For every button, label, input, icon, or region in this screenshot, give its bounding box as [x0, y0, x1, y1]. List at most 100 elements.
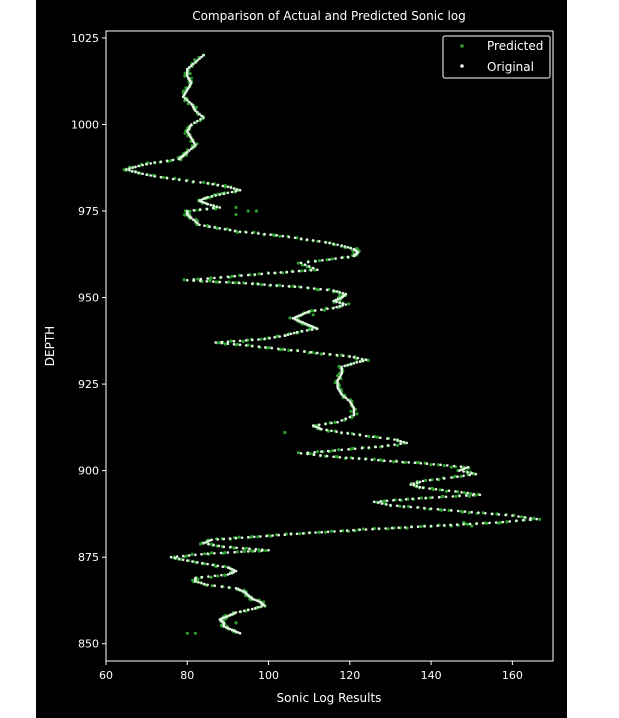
- original-point: [234, 189, 238, 193]
- predicted-point: [236, 342, 240, 346]
- original-point: [240, 550, 243, 554]
- original-point: [451, 495, 455, 498]
- predicted-point: [198, 542, 203, 546]
- original-point: [173, 556, 177, 560]
- original-point: [265, 534, 268, 538]
- original-point: [340, 393, 344, 396]
- original-point: [432, 463, 436, 466]
- predicted-point: [203, 562, 207, 566]
- original-point: [303, 263, 307, 267]
- original-point: [303, 350, 306, 353]
- legend-box: [442, 35, 551, 79]
- predicted-point: [287, 348, 291, 352]
- y-tick-label: 950: [78, 292, 99, 305]
- y-tick-label: 1000: [71, 118, 99, 131]
- original-point: [320, 530, 324, 534]
- original-point: [190, 216, 193, 220]
- predicted-point: [210, 584, 214, 588]
- original-point: [208, 225, 211, 228]
- original-point: [212, 543, 215, 547]
- original-point: [318, 426, 321, 430]
- predicted-point: [313, 268, 317, 272]
- original-point: [301, 532, 305, 535]
- original-point: [267, 272, 270, 275]
- predicted-point: [505, 520, 509, 524]
- original-point: [330, 421, 333, 425]
- original-point: [218, 227, 222, 230]
- original-point: [134, 170, 137, 174]
- predicted-point: [449, 465, 453, 469]
- original-point: [402, 505, 406, 508]
- original-point: [462, 470, 465, 473]
- axes-frame: [105, 30, 554, 662]
- original-point: [198, 57, 201, 60]
- original-point: [232, 570, 236, 574]
- original-point: [230, 568, 234, 571]
- original-point: [324, 422, 327, 426]
- original-point: [450, 509, 453, 512]
- predicted-point: [322, 308, 326, 312]
- original-point: [204, 201, 207, 205]
- predicted-point: [349, 447, 353, 451]
- original-point: [293, 236, 297, 240]
- predicted-point: [230, 274, 234, 278]
- original-point: [278, 335, 281, 338]
- original-point: [312, 287, 316, 290]
- original-point: [226, 340, 230, 344]
- original-point: [238, 588, 242, 592]
- original-point: [246, 608, 250, 612]
- original-point: [336, 381, 339, 384]
- original-point: [219, 276, 223, 279]
- original-point: [257, 600, 260, 603]
- predicted-point: [235, 230, 239, 234]
- predicted-point: [330, 257, 334, 261]
- original-point: [218, 193, 222, 196]
- predicted-point: [317, 530, 321, 534]
- original-point: [475, 522, 478, 525]
- predicted-point: [194, 105, 198, 109]
- predicted-point: [241, 339, 245, 344]
- original-point: [320, 427, 323, 431]
- original-point: [314, 326, 317, 330]
- predicted-point: [235, 550, 239, 554]
- original-point: [206, 540, 209, 543]
- original-point: [319, 287, 322, 291]
- original-point: [270, 346, 274, 350]
- original-point: [490, 512, 494, 516]
- original-point: [232, 339, 236, 343]
- original-point: [228, 567, 232, 570]
- original-point: [218, 280, 222, 284]
- original-point: [297, 314, 301, 318]
- original-point: [246, 273, 250, 277]
- original-point: [343, 245, 347, 248]
- original-point: [208, 539, 211, 542]
- original-point: [312, 453, 316, 457]
- original-point: [238, 632, 242, 635]
- y-tick-label: 850: [78, 638, 99, 651]
- original-point: [192, 62, 195, 66]
- data-points: [122, 53, 542, 635]
- original-point: [326, 307, 329, 311]
- original-point: [257, 232, 260, 235]
- original-point: [177, 157, 181, 161]
- predicted-point: [215, 226, 219, 231]
- original-point: [521, 518, 525, 522]
- original-point: [200, 581, 203, 585]
- original-point: [263, 232, 266, 236]
- predicted-point: [254, 209, 258, 213]
- original-point: [198, 199, 201, 202]
- original-point: [153, 161, 157, 164]
- original-point: [186, 98, 189, 102]
- original-point: [346, 432, 350, 435]
- original-point: [171, 177, 175, 181]
- original-point: [287, 285, 291, 288]
- original-point: [332, 455, 335, 459]
- predicted-point: [257, 272, 261, 276]
- predicted-point: [308, 452, 312, 456]
- original-point: [374, 445, 377, 449]
- original-point: [244, 231, 248, 234]
- original-point: [253, 549, 257, 553]
- original-point: [223, 227, 227, 231]
- original-point: [320, 308, 323, 312]
- x-axis-ticks: 60 80 100 120 140 160: [99, 661, 523, 682]
